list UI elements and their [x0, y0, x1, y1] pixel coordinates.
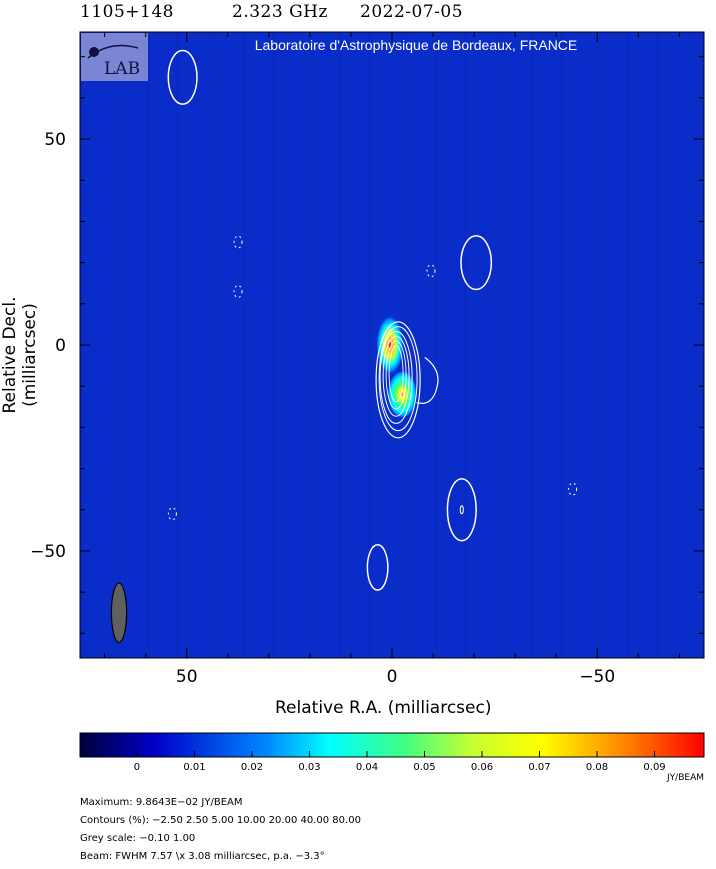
banner-text: Laboratoire d'Astrophysique de Bordeaux,… — [255, 37, 578, 53]
y-tick-label: −50 — [30, 542, 66, 562]
footer-maximum: Maximum: 9.8643E−02 JY/BEAM — [80, 797, 243, 808]
contour-island — [366, 543, 389, 591]
source-contour — [378, 326, 418, 432]
date-label: 2022-07-05 — [360, 2, 464, 22]
x-tick-label: 50 — [176, 667, 198, 687]
source-contour — [379, 330, 413, 424]
source-contour — [388, 345, 404, 403]
negative-contour — [568, 482, 578, 496]
y-tick-label: 50 — [44, 130, 66, 150]
source-name: 1105+148 — [80, 2, 174, 22]
x-axis-label: Relative R.A. (milliarcsec) — [275, 698, 492, 718]
colorbar-tick-label: 0.08 — [586, 762, 608, 773]
colorbar-unit: JY/BEAM — [666, 773, 704, 783]
colorbar-tick-label: 0.03 — [298, 762, 320, 773]
y-tick-label: 0 — [55, 336, 66, 356]
colorbar-tick-label: 0.05 — [413, 762, 435, 773]
jet-peak-contour — [400, 391, 405, 398]
source-contour — [385, 340, 407, 410]
y-axis-label: Relative Decl. (milliarcsec) — [0, 296, 40, 414]
x-tick-label: −50 — [579, 667, 615, 687]
colorbar — [79, 732, 705, 758]
negative-contour — [233, 284, 243, 298]
colorbar-tick-label: 0.04 — [356, 762, 378, 773]
source-contour — [375, 321, 421, 439]
colorbar-tick-label: 0.09 — [643, 762, 665, 773]
lab-logo: LAB — [81, 33, 148, 81]
colorbar-tick-label: 0.06 — [471, 762, 493, 773]
colorbar-tick-label: 0.02 — [241, 762, 263, 773]
colorbar-tick-label: 0.07 — [528, 762, 550, 773]
negative-contour — [426, 264, 436, 278]
frequency-label: 2.323 GHz — [232, 2, 328, 22]
jet-component — [387, 370, 418, 419]
colorbar-tick-label: 0 — [134, 762, 140, 773]
footer-beam: Beam: FWHM 7.57 \x 3.08 milliarcsec, p.a… — [80, 851, 325, 862]
negative-contour — [167, 507, 177, 521]
beam-ellipse — [110, 582, 128, 643]
footer-contours: Contours (%): −2.50 2.50 5.00 10.00 20.0… — [80, 815, 361, 826]
contour-island — [446, 478, 477, 542]
jet-extension-contour — [416, 356, 439, 404]
core-component — [375, 315, 404, 375]
contour-island — [167, 49, 198, 105]
x-tick-label: 0 — [387, 667, 398, 687]
core-peak-contour — [387, 339, 393, 351]
footer-grey-scale: Grey scale: −0.10 1.00 — [80, 833, 196, 844]
colorbar-tick-label: 0.01 — [183, 762, 205, 773]
lab-logo-text: LAB — [104, 59, 140, 79]
negative-contour — [233, 235, 243, 249]
contour-island-inner — [459, 505, 464, 515]
source-contour — [382, 335, 410, 417]
contour-island — [460, 235, 493, 291]
